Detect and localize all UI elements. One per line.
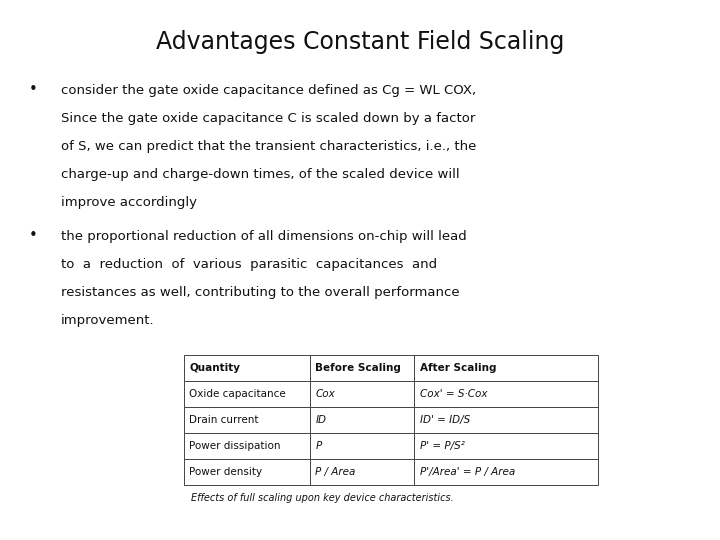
Bar [184,459,310,485]
Bar [184,355,310,381]
Bar [310,407,414,433]
Bar [414,433,598,459]
Text: Power density: Power density [189,467,263,477]
Text: Effects of full scaling upon key device characteristics.: Effects of full scaling upon key device … [191,493,454,503]
Bar [414,407,598,433]
Bar [310,381,414,407]
Text: the proportional reduction of all dimensions on-chip will lead: the proportional reduction of all dimens… [61,230,467,242]
Text: Quantity: Quantity [189,363,240,373]
Text: Cox' = S·Cox: Cox' = S·Cox [420,389,487,399]
Text: Drain current: Drain current [189,415,259,425]
Text: P' = P/S²: P' = P/S² [420,441,464,451]
Text: of S, we can predict that the transient characteristics, i.e., the: of S, we can predict that the transient … [61,140,477,153]
Text: •: • [29,82,37,97]
Text: •: • [29,228,37,243]
Bar [184,381,310,407]
Text: P'/Area' = P / Area: P'/Area' = P / Area [420,467,515,477]
Text: Power dissipation: Power dissipation [189,441,281,451]
Text: consider the gate oxide capacitance defined as Cg = WL COX,: consider the gate oxide capacitance defi… [61,84,477,97]
Text: charge-up and charge-down times, of the scaled device will: charge-up and charge-down times, of the … [61,168,460,181]
Text: Oxide capacitance: Oxide capacitance [189,389,286,399]
Text: resistances as well, contributing to the overall performance: resistances as well, contributing to the… [61,286,460,299]
Text: Cox: Cox [315,389,335,399]
Text: ID: ID [315,415,326,425]
Text: Since the gate oxide capacitance C is scaled down by a factor: Since the gate oxide capacitance C is sc… [61,112,476,125]
Bar [184,433,310,459]
Bar [414,355,598,381]
Text: improvement.: improvement. [61,314,155,327]
Text: After Scaling: After Scaling [420,363,496,373]
Bar [310,433,414,459]
Bar [414,459,598,485]
Bar [414,381,598,407]
Bar [184,407,310,433]
Text: improve accordingly: improve accordingly [61,196,197,209]
Bar [310,355,414,381]
Text: Advantages Constant Field Scaling: Advantages Constant Field Scaling [156,30,564,53]
Text: P / Area: P / Area [315,467,356,477]
Bar [310,459,414,485]
Text: Before Scaling: Before Scaling [315,363,401,373]
Text: P: P [315,441,322,451]
Text: ID' = ID/S: ID' = ID/S [420,415,470,425]
Text: to  a  reduction  of  various  parasitic  capacitances  and: to a reduction of various parasitic capa… [61,258,437,271]
